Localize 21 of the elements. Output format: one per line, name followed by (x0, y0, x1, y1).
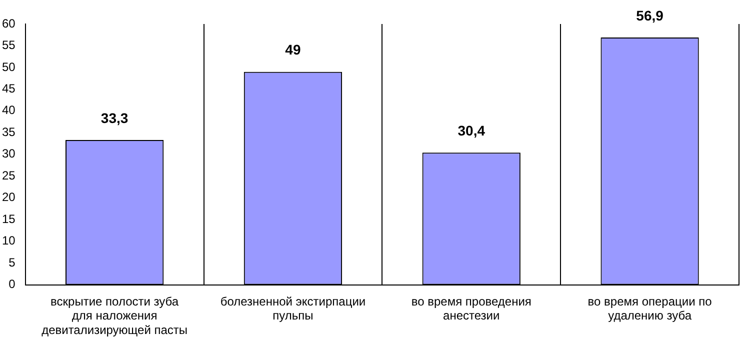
x-tick-label: во время операции по удалению зуба (588, 294, 712, 323)
y-tick-label: 55 (2, 38, 16, 52)
y-tick-label: 35 (2, 124, 16, 139)
y-tick-label: 5 (8, 255, 16, 270)
data-label: 49 (285, 42, 301, 58)
x-tick-label: вскрытие полости зуба для наложения девитализирующей пасты (42, 294, 188, 338)
y-tick-label: 10 (2, 234, 16, 248)
y-tick-label: 20 (2, 190, 16, 204)
x-tick-label: болезненной экстирпации пульпы (220, 294, 366, 323)
data-label: 56,9 (636, 7, 664, 24)
y-tick-label: 40 (2, 103, 16, 118)
y-tick-label: 15 (2, 212, 16, 226)
y-tick-label: 45 (2, 82, 16, 96)
y-tick-label: 60 (2, 16, 16, 30)
y-tick-label: 0 (8, 277, 16, 292)
data-label: 33,3 (100, 110, 128, 126)
data-label: 30,4 (458, 122, 486, 139)
y-tick-label: 50 (2, 60, 16, 74)
y-tick-label: 30 (2, 146, 16, 161)
y-tick-label: 25 (2, 168, 16, 182)
x-tick-label: во время проведения анестезии (411, 294, 532, 323)
